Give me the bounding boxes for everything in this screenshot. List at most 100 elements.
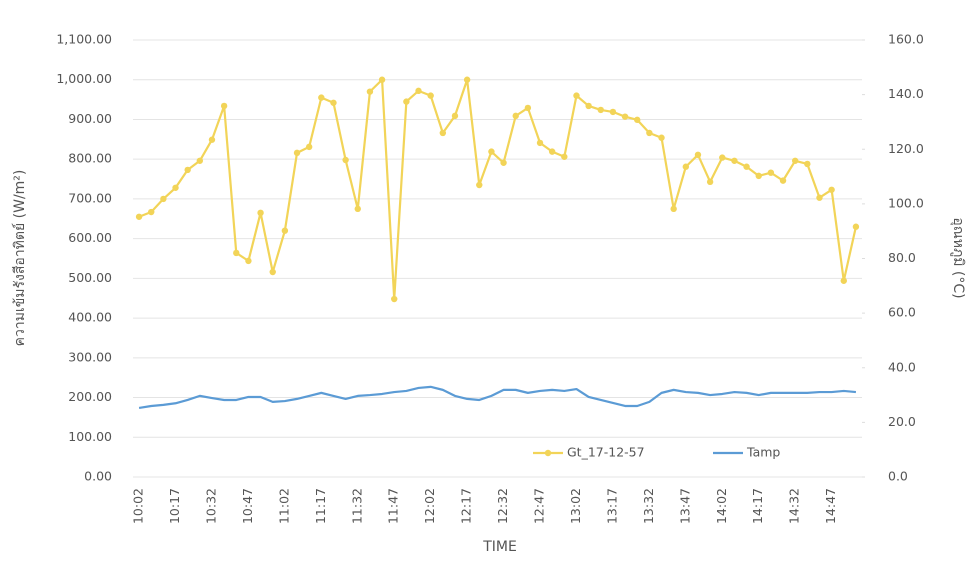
x-tick-label: 13:32 <box>641 488 656 524</box>
data-point <box>257 210 263 216</box>
data-point <box>488 148 494 154</box>
y-tick-label: 700.00 <box>68 190 112 205</box>
data-point <box>658 135 664 141</box>
data-point <box>585 103 591 109</box>
y2-tick-label: 80.0 <box>888 250 916 265</box>
x-axis-title: TIME <box>482 539 517 555</box>
data-point <box>707 179 713 185</box>
y-tick-label: 800.00 <box>68 151 112 166</box>
data-point <box>391 296 397 302</box>
data-point <box>148 209 154 215</box>
data-point <box>136 214 142 220</box>
data-point <box>500 160 506 166</box>
y2-tick-label: 40.0 <box>888 359 916 374</box>
data-point <box>270 269 276 275</box>
data-point <box>197 158 203 164</box>
y2-tick-label: 140.0 <box>888 86 924 101</box>
data-point <box>221 103 227 109</box>
data-point <box>598 107 604 113</box>
data-point <box>306 144 312 150</box>
data-point <box>816 195 822 201</box>
x-tick-label: 14:47 <box>823 488 838 524</box>
data-point <box>792 158 798 164</box>
data-point <box>756 173 762 179</box>
data-point <box>330 100 336 106</box>
y-tick-label: 1,100.00 <box>56 32 112 47</box>
data-point <box>525 105 531 111</box>
data-point <box>780 177 786 183</box>
data-point <box>184 167 190 173</box>
data-point <box>245 258 251 264</box>
legend-label: Tamp <box>746 445 780 460</box>
data-point <box>731 158 737 164</box>
y-tick-label: 200.00 <box>68 389 112 404</box>
x-tick-label: 14:02 <box>714 488 729 524</box>
data-point <box>610 109 616 115</box>
y2-tick-label: 120.0 <box>888 141 924 156</box>
data-point <box>233 250 239 256</box>
data-point <box>695 152 701 158</box>
data-point <box>452 113 458 119</box>
y-tick-label: 400.00 <box>68 310 112 325</box>
data-point <box>549 148 555 154</box>
data-point <box>853 224 859 230</box>
x-tick-label: 11:47 <box>386 488 401 524</box>
y2-tick-label: 20.0 <box>888 414 916 429</box>
data-point <box>342 157 348 163</box>
data-point <box>670 206 676 212</box>
y-axis-title: ความเข้มรังสีอาทิตย์ (W/m²) <box>11 170 28 347</box>
x-tick-label: 13:17 <box>604 488 619 524</box>
data-point <box>415 88 421 94</box>
y-tick-label: 600.00 <box>68 230 112 245</box>
x-tick-label: 10:02 <box>131 488 146 524</box>
x-tick-label: 14:32 <box>787 488 802 524</box>
y-tick-label: 1,000.00 <box>56 71 112 86</box>
background <box>0 0 977 562</box>
y-tick-label: 900.00 <box>68 111 112 126</box>
data-point <box>573 92 579 98</box>
legend-label: Gt_17-12-57 <box>567 445 645 460</box>
x-tick-label: 10:32 <box>203 488 218 524</box>
legend-marker <box>545 450 551 456</box>
y-tick-label: 100.00 <box>68 429 112 444</box>
x-tick-label: 12:02 <box>422 488 437 524</box>
page: TIME ความเข้มรังสีอาทิตย์ (W/m²) อุณหภูม… <box>0 0 977 562</box>
data-point <box>367 88 373 94</box>
chart: TIME ความเข้มรังสีอาทิตย์ (W/m²) อุณหภูม… <box>0 0 977 562</box>
data-point <box>355 206 361 212</box>
data-point <box>318 94 324 100</box>
data-point <box>804 161 810 167</box>
y-tick-label: 0.00 <box>84 469 112 484</box>
data-point <box>719 154 725 160</box>
x-tick-label: 13:02 <box>568 488 583 524</box>
y-tick-label: 300.00 <box>68 349 112 364</box>
data-point <box>646 130 652 136</box>
data-point <box>634 117 640 123</box>
data-point <box>160 196 166 202</box>
y2-tick-label: 100.0 <box>888 195 924 210</box>
data-point <box>427 92 433 98</box>
data-point <box>561 154 567 160</box>
y-tick-label: 500.00 <box>68 270 112 285</box>
data-point <box>743 164 749 170</box>
x-tick-label: 12:17 <box>459 488 474 524</box>
y2-axis-title: อุณหภูมิ (°C) <box>950 217 966 298</box>
data-point <box>841 278 847 284</box>
data-point <box>513 113 519 119</box>
data-point <box>537 140 543 146</box>
data-point <box>403 98 409 104</box>
x-tick-label: 11:02 <box>276 488 291 524</box>
x-tick-label: 14:17 <box>750 488 765 524</box>
data-point <box>440 130 446 136</box>
data-point <box>294 150 300 156</box>
data-point <box>282 227 288 233</box>
x-tick-label: 13:47 <box>677 488 692 524</box>
x-tick-label: 11:32 <box>349 488 364 524</box>
x-tick-label: 11:17 <box>313 488 328 524</box>
data-point <box>464 77 470 83</box>
y2-tick-label: 0.0 <box>888 469 908 484</box>
data-point <box>683 164 689 170</box>
data-point <box>476 182 482 188</box>
data-point <box>768 169 774 175</box>
data-point <box>172 185 178 191</box>
